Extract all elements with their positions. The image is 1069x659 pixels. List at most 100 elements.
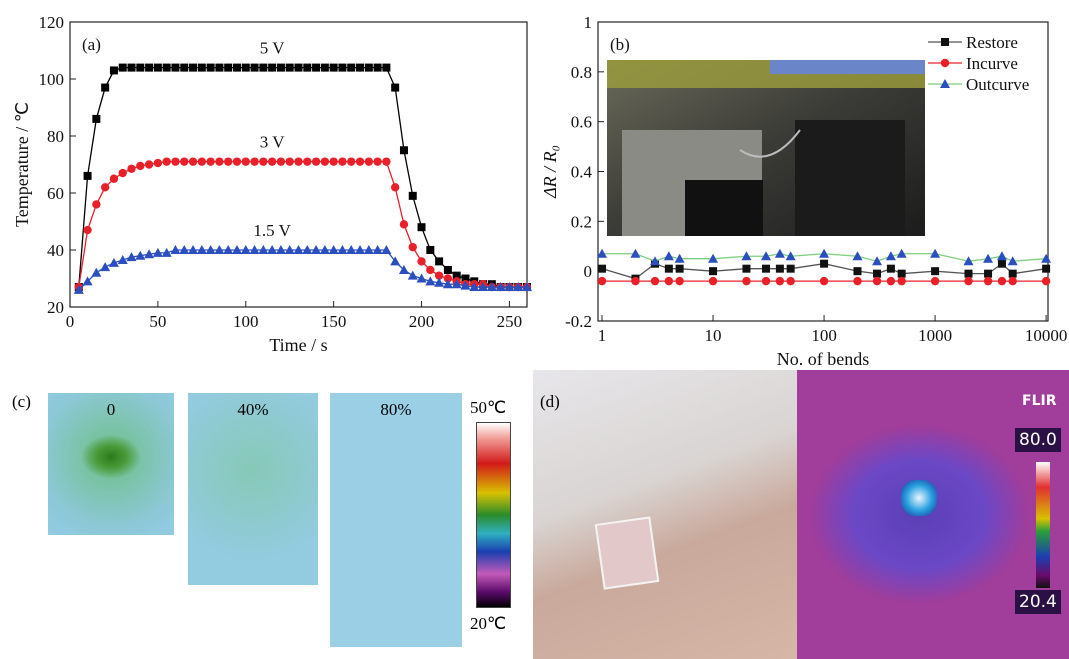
x-axis-label: Time / s [269, 335, 327, 355]
marker [984, 277, 992, 285]
marker [312, 157, 320, 165]
marker [128, 64, 136, 72]
marker [417, 257, 425, 265]
marker [775, 249, 785, 258]
panel-label: (d) [540, 392, 560, 412]
y-tick-label: 0.4 [571, 163, 593, 182]
marker [198, 64, 206, 72]
marker [303, 157, 311, 165]
marker [931, 277, 939, 285]
y-tick-label: 120 [39, 13, 65, 32]
marker [145, 160, 153, 168]
marker [162, 157, 170, 165]
marker [215, 64, 223, 72]
y-tick-label: 0.8 [571, 63, 592, 82]
marker [887, 265, 895, 273]
marker [101, 84, 109, 92]
marker [224, 157, 232, 165]
marker [742, 265, 750, 273]
marker [676, 265, 684, 273]
x-tick-label: 1 [598, 326, 607, 345]
marker [163, 64, 171, 72]
marker [931, 267, 939, 275]
inset-photo [607, 60, 925, 236]
marker [382, 64, 390, 72]
image-label: 0 [48, 400, 174, 420]
marker [665, 265, 673, 273]
thermal-image [188, 393, 318, 585]
marker [400, 220, 408, 228]
marker [100, 262, 110, 271]
series-label: 1.5 V [253, 221, 291, 240]
marker [259, 157, 267, 165]
panel-label: (a) [82, 35, 101, 54]
marker [207, 64, 215, 72]
color-scale-max: 50℃ [470, 398, 506, 418]
marker [762, 277, 770, 285]
marker [391, 183, 399, 191]
marker [365, 64, 373, 72]
hand-photo [533, 370, 797, 659]
y-tick-label: -0.2 [565, 312, 592, 331]
legend-label: Incurve [966, 54, 1018, 73]
color-scale-min: 20℃ [470, 614, 506, 634]
marker [215, 157, 223, 165]
image-label: 40% [188, 400, 318, 420]
marker [92, 115, 100, 123]
marker [303, 64, 311, 72]
marker [400, 146, 408, 154]
marker [873, 277, 881, 285]
marker [664, 251, 674, 260]
marker [233, 157, 241, 165]
marker [83, 226, 91, 234]
y-axis-label: ΔR / R₀ [540, 145, 560, 199]
marker [145, 64, 153, 72]
thermal-scale-max: 80.0 [1015, 428, 1061, 452]
marker [1042, 277, 1050, 285]
x-axis-label: No. of bends [777, 349, 870, 369]
marker [295, 64, 303, 72]
x-tick-label: 200 [409, 312, 435, 331]
x-tick-label: 100 [811, 326, 837, 345]
marker [742, 277, 750, 285]
marker [365, 157, 373, 165]
x-tick-label: 250 [497, 312, 523, 331]
marker [665, 277, 673, 285]
marker [338, 64, 346, 72]
marker [444, 266, 452, 274]
marker [391, 84, 399, 92]
marker [250, 157, 258, 165]
marker [709, 267, 717, 275]
marker [119, 64, 127, 72]
thermal-scale-min: 20.4 [1015, 590, 1061, 614]
marker [1008, 277, 1016, 285]
thermal-scale [1036, 462, 1050, 588]
series-label: 5 V [260, 39, 285, 58]
marker [887, 277, 895, 285]
marker [356, 157, 364, 165]
legend-label: Restore [966, 33, 1018, 52]
x-tick-label: 150 [321, 312, 347, 331]
marker [426, 266, 434, 274]
x-tick-label: 0 [66, 312, 75, 331]
marker [598, 265, 606, 273]
marker [409, 243, 417, 251]
marker [224, 64, 232, 72]
marker [189, 64, 197, 72]
marker [820, 277, 828, 285]
x-tick-label: 10 [705, 326, 722, 345]
x-tick-label: 50 [149, 312, 166, 331]
marker [631, 277, 639, 285]
marker [180, 64, 188, 72]
marker [321, 157, 329, 165]
marker [330, 64, 338, 72]
brand: FLIR [1022, 393, 1056, 409]
marker [965, 270, 973, 278]
marker [853, 277, 861, 285]
y-tick-label: 40 [47, 241, 64, 260]
marker [347, 64, 355, 72]
marker [819, 249, 829, 258]
marker [268, 64, 276, 72]
marker [1041, 254, 1051, 263]
marker [110, 175, 118, 183]
